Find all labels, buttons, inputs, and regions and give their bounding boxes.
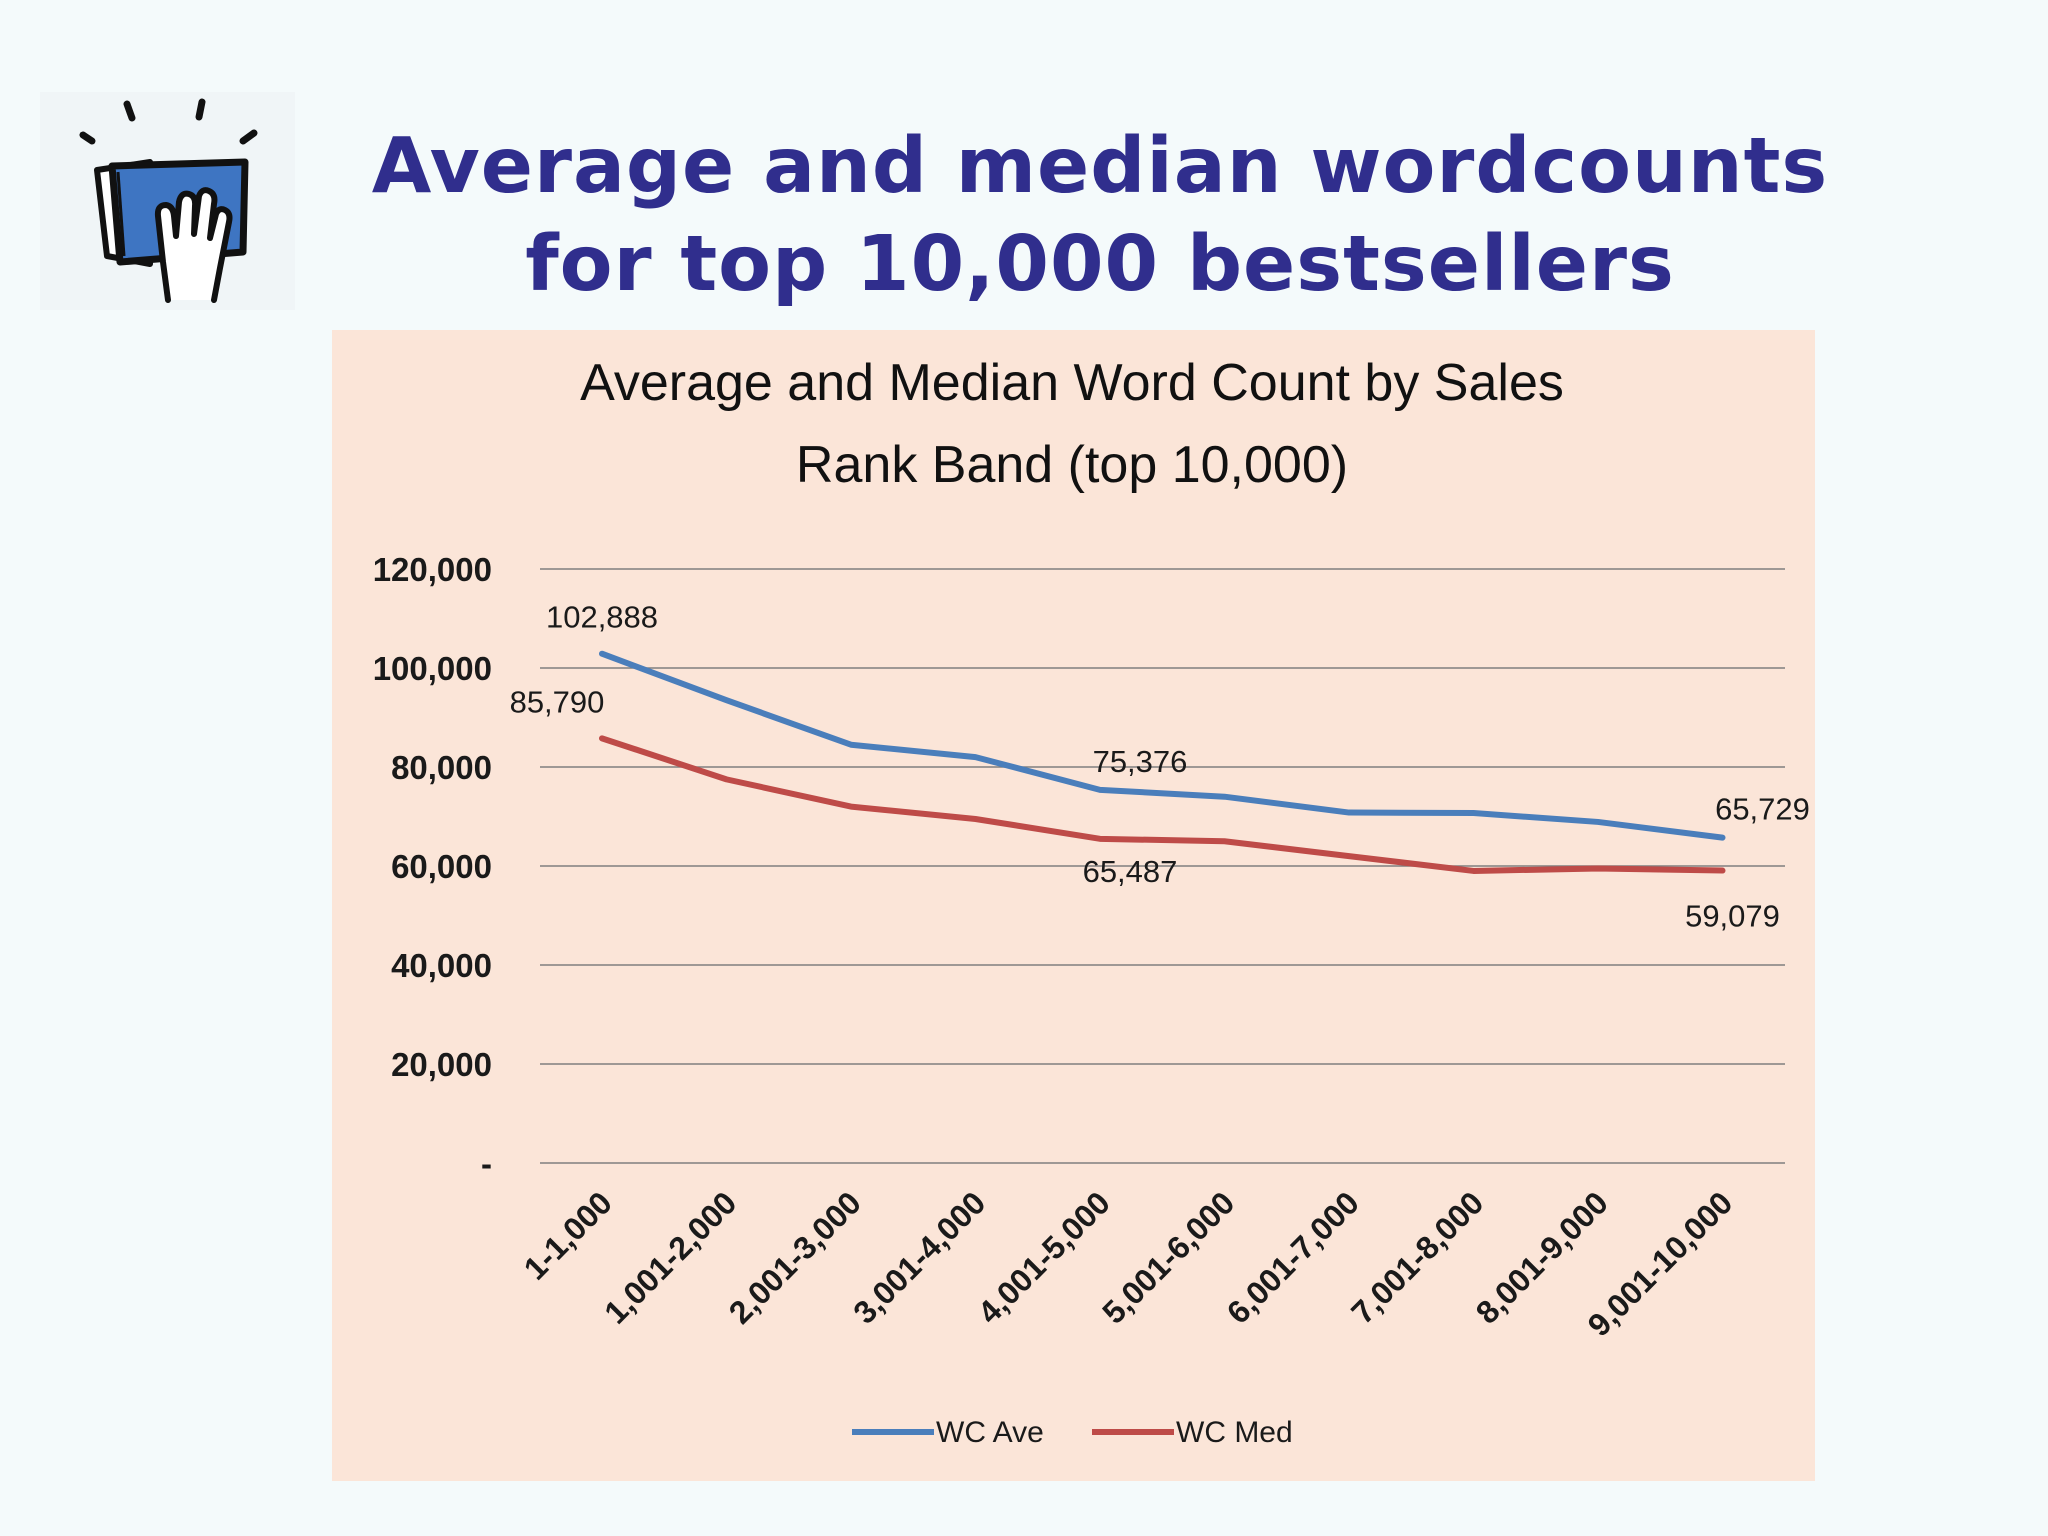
x-axis-ticks: 1-1,0001,001-2,0002,001-3,0003,001-4,000… — [517, 1184, 1740, 1343]
hand-on-book-icon — [79, 98, 258, 303]
x-tick-label: 7,001-8,000 — [1344, 1184, 1490, 1330]
series-line — [599, 650, 1726, 841]
gridlines — [540, 568, 1785, 1164]
y-tick-label: - — [481, 1145, 492, 1182]
x-tick-label: 4,001-5,000 — [971, 1184, 1117, 1330]
slide-title-line-1: Average and median wordcounts — [371, 122, 1829, 211]
y-tick-label: 20,000 — [391, 1046, 492, 1083]
y-tick-label: 120,000 — [373, 551, 492, 588]
x-tick-label: 1,001-2,000 — [597, 1184, 743, 1330]
data-label: 85,790 — [510, 684, 605, 719]
legend: WC Ave WC Med — [852, 1416, 1293, 1449]
y-tick-label: 60,000 — [391, 848, 492, 885]
legend-label: WC Ave — [936, 1416, 1044, 1449]
chart-title-line-1: Average and Median Word Count by Sales — [580, 354, 1564, 412]
chart-title-line-2: Rank Band (top 10,000) — [796, 436, 1348, 494]
data-label: 65,487 — [1083, 854, 1178, 889]
chart-panel: Average and Median Word Count by Sales R… — [332, 330, 1815, 1481]
x-tick-label: 3,001-4,000 — [846, 1184, 992, 1330]
y-axis-ticks: - 20,000 40,000 60,000 80,000 100,000 120,000 — [373, 551, 492, 1182]
x-tick-label: 2,001-3,000 — [722, 1184, 868, 1330]
x-tick-label: 1-1,000 — [517, 1184, 619, 1286]
x-tick-label: 6,001-7,000 — [1220, 1184, 1366, 1330]
logo — [40, 92, 295, 310]
x-tick-label: 5,001-6,000 — [1095, 1184, 1241, 1330]
y-tick-label: 100,000 — [373, 650, 492, 687]
series-line — [599, 735, 1726, 874]
slide-title-line-2: for top 10,000 bestsellers — [525, 220, 1675, 309]
data-label: 59,079 — [1685, 899, 1780, 934]
data-label: 102,888 — [546, 600, 658, 635]
data-label: 75,376 — [1093, 744, 1188, 779]
y-tick-label: 40,000 — [391, 947, 492, 984]
legend-label: WC Med — [1176, 1416, 1293, 1449]
data-labels: 102,888 85,790 75,376 65,487 65,729 59,079 — [510, 600, 1810, 934]
series-lines — [599, 650, 1726, 874]
data-label: 65,729 — [1715, 792, 1810, 827]
y-tick-label: 80,000 — [391, 749, 492, 786]
slide-title: Average and median wordcounts for top 10… — [300, 118, 1900, 314]
line-chart: Average and Median Word Count by Sales R… — [373, 354, 1810, 1449]
